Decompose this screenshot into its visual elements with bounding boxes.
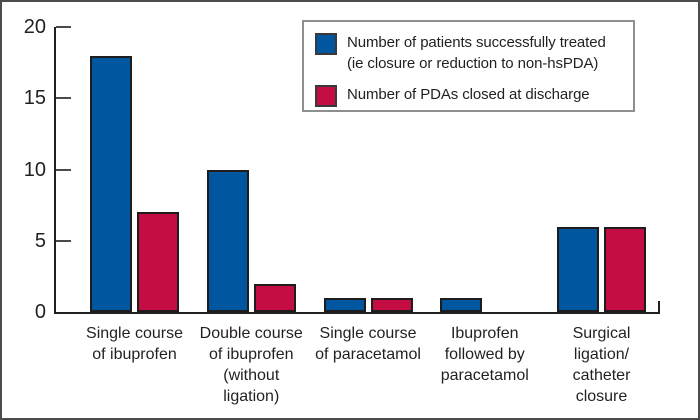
y-axis-line xyxy=(54,27,56,314)
bar-series2-group2 xyxy=(253,283,296,312)
legend-swatch-blue xyxy=(315,33,337,55)
x-axis-line xyxy=(54,312,660,314)
legend-text-line: (ie closure or reduction to non-hsPDA) xyxy=(347,55,599,72)
y-axis-tick xyxy=(56,26,71,28)
bar-series1-group4 xyxy=(440,297,483,312)
bar-series2-group1 xyxy=(137,212,179,312)
bar-series2-group5 xyxy=(604,226,646,312)
y-axis-tick-label: 10 xyxy=(23,158,46,181)
bar-series1-group2 xyxy=(206,169,249,312)
bar-series1-group1 xyxy=(90,55,132,312)
legend-text-line: Number of patients successfully treated xyxy=(347,34,606,51)
legend-swatch-red xyxy=(315,85,337,107)
y-axis-tick xyxy=(56,239,71,242)
y-axis-tick xyxy=(56,168,71,171)
legend-text-line: Number of PDAs closed at discharge xyxy=(347,86,590,103)
bar-series1-group3 xyxy=(323,297,366,312)
y-axis-tick-label: 20 xyxy=(23,16,46,38)
legend-item-pdas-closed: Number of PDAs closed at discharge xyxy=(315,84,590,107)
x-category-label: Single course of paracetamol xyxy=(315,325,421,363)
legend-item-patients-treated: Number of patients successfully treated … xyxy=(315,32,606,74)
x-category-label: Single course of ibuprofen xyxy=(86,325,183,363)
x-category-label: Ibuprofen followed by paracetamol xyxy=(440,325,529,384)
legend-label-patients-treated: Number of patients successfully treated … xyxy=(347,32,606,74)
legend-label-pdas-closed: Number of PDAs closed at discharge xyxy=(347,84,590,105)
y-axis-tick xyxy=(56,97,71,100)
bar-series2-group3 xyxy=(370,297,413,312)
y-axis-tick-label: 15 xyxy=(23,87,46,110)
y-axis-tick-label: 5 xyxy=(34,229,46,252)
bar-series1-group5 xyxy=(557,226,599,312)
x-category-label: Surgical ligation/catheter closure xyxy=(572,325,631,405)
y-axis-tick-label: 0 xyxy=(34,301,46,323)
x-category-label: Double course of ibuprofen (without ligatio… xyxy=(199,325,303,405)
legend-box: Number of patients successfully treated … xyxy=(302,20,635,112)
x-axis-end-tick xyxy=(658,301,660,314)
